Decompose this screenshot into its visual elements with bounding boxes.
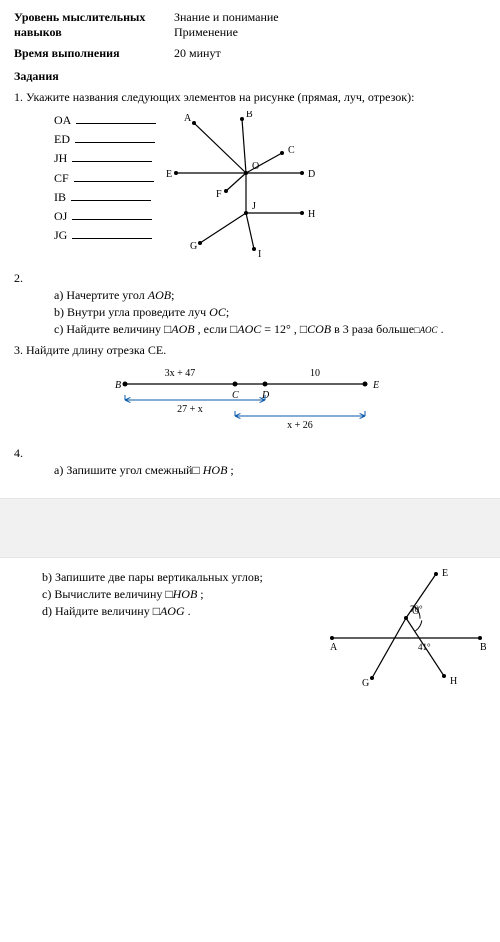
tasks-heading: Задания xyxy=(14,69,486,84)
task-3-prompt: 3. Найдите длину отрезка CE. xyxy=(14,343,486,358)
task-3: 3. Найдите длину отрезка CE. BCDE3x + 47… xyxy=(14,343,486,440)
task-2b: b) Внутри угла проведите луч OC; xyxy=(54,305,486,320)
svg-text:41°: 41° xyxy=(418,642,431,652)
task-1-blank-label: CF xyxy=(54,171,69,185)
meta-skills-label: Уровень мыслительных навыков xyxy=(14,10,174,40)
task-1-blank-label: OA xyxy=(54,113,71,127)
svg-text:3x + 47: 3x + 47 xyxy=(165,368,196,379)
svg-text:B: B xyxy=(246,111,253,120)
svg-text:E: E xyxy=(372,380,379,391)
task-4-number: 4. xyxy=(14,446,486,461)
svg-text:C: C xyxy=(288,145,295,156)
meta-skills-row: Уровень мыслительных навыков Знание и по… xyxy=(14,10,486,40)
task-1-blank-label: ED xyxy=(54,132,70,146)
task-1-blank-row: IB xyxy=(54,188,156,207)
svg-text:A: A xyxy=(330,642,338,653)
meta-time-row: Время выполнения 20 минут xyxy=(14,46,486,61)
svg-text:10: 10 xyxy=(310,368,320,379)
svg-text:x + 26: x + 26 xyxy=(287,420,313,431)
task-1-blank-row: OJ xyxy=(54,207,156,226)
task-1-blank-row: JH xyxy=(54,149,156,168)
task-1-blank-line xyxy=(74,172,154,182)
task-1-blank-label: JG xyxy=(54,228,67,242)
svg-text:I: I xyxy=(258,249,261,260)
svg-text:C: C xyxy=(232,390,239,401)
task-1-blank-line xyxy=(76,114,156,124)
svg-text:B: B xyxy=(115,380,121,391)
task-1-blank-row: CF xyxy=(54,169,156,188)
task-4d: d) Найдите величину □AOG . xyxy=(42,604,316,619)
svg-text:E: E xyxy=(166,169,172,180)
task-1-diagram: A B C D E F O J H G I xyxy=(164,111,324,265)
task-4c: c) Вычислите величину □HOB ; xyxy=(42,587,316,602)
task-1-blank-line xyxy=(72,152,152,162)
meta-skills-values: Знание и понимание Применение xyxy=(174,10,486,40)
svg-text:A: A xyxy=(184,113,192,124)
svg-text:G: G xyxy=(362,678,369,688)
meta-skills-val1: Знание и понимание xyxy=(174,10,486,25)
svg-text:E: E xyxy=(442,568,448,579)
task-2-number: 2. xyxy=(14,271,486,286)
svg-text:H: H xyxy=(450,676,457,687)
page-1: Уровень мыслительных навыков Знание и по… xyxy=(0,0,500,498)
task-2: 2. a) Начертите угол AOB; b) Внутри угла… xyxy=(14,271,486,337)
task-3-diagram: BCDE3x + 471027 + xx + 26 xyxy=(14,366,486,440)
svg-text:F: F xyxy=(216,189,222,200)
task-4a: a) Запишите угол смежный□ HOB ; xyxy=(54,463,486,478)
svg-text:D: D xyxy=(308,169,315,180)
task-1-blank-line xyxy=(71,191,151,201)
svg-text:70°: 70° xyxy=(410,604,423,614)
meta-time-label: Время выполнения xyxy=(14,46,174,61)
svg-text:B: B xyxy=(480,642,486,653)
svg-text:H: H xyxy=(308,209,315,220)
task-1-prompt: 1. Укажите названия следующих элементов … xyxy=(14,90,486,105)
task-4: 4. a) Запишите угол смежный□ HOB ; xyxy=(14,446,486,478)
svg-text:G: G xyxy=(190,241,197,252)
task-1-blank-row: JG xyxy=(54,226,156,245)
task-1-blank-line xyxy=(72,229,152,239)
task-1-blank-label: JH xyxy=(54,151,67,165)
task-4-diagram: OABEGH70°41° xyxy=(326,568,486,692)
task-2c: c) Найдите величину □AOB , если □AOC = 1… xyxy=(54,322,486,337)
task-1-blank-line xyxy=(75,133,155,143)
task-4-continued: b) Запишите две пары вертикальных углов;… xyxy=(42,568,316,619)
task-1-blank-label: OJ xyxy=(54,209,67,223)
task-1: 1. Укажите названия следующих элементов … xyxy=(14,90,486,265)
task-1-blank-row: OA xyxy=(54,111,156,130)
svg-text:J: J xyxy=(252,201,256,212)
task-4b: b) Запишите две пары вертикальных углов; xyxy=(42,570,316,585)
page-gap xyxy=(0,498,500,558)
task-1-blank-label: IB xyxy=(54,190,66,204)
meta-time-value: 20 минут xyxy=(174,46,486,61)
page-2: b) Запишите две пары вертикальных углов;… xyxy=(0,558,500,712)
task-2a: a) Начертите угол AOB; xyxy=(54,288,486,303)
svg-text:27 + x: 27 + x xyxy=(177,404,203,415)
task-1-blank-row: ED xyxy=(54,130,156,149)
svg-text:O: O xyxy=(252,161,259,172)
task-1-blank-line xyxy=(72,210,152,220)
task-1-blank-list: OA ED JH CF IB OJ JG xyxy=(54,111,156,245)
meta-skills-val2: Применение xyxy=(174,25,486,40)
